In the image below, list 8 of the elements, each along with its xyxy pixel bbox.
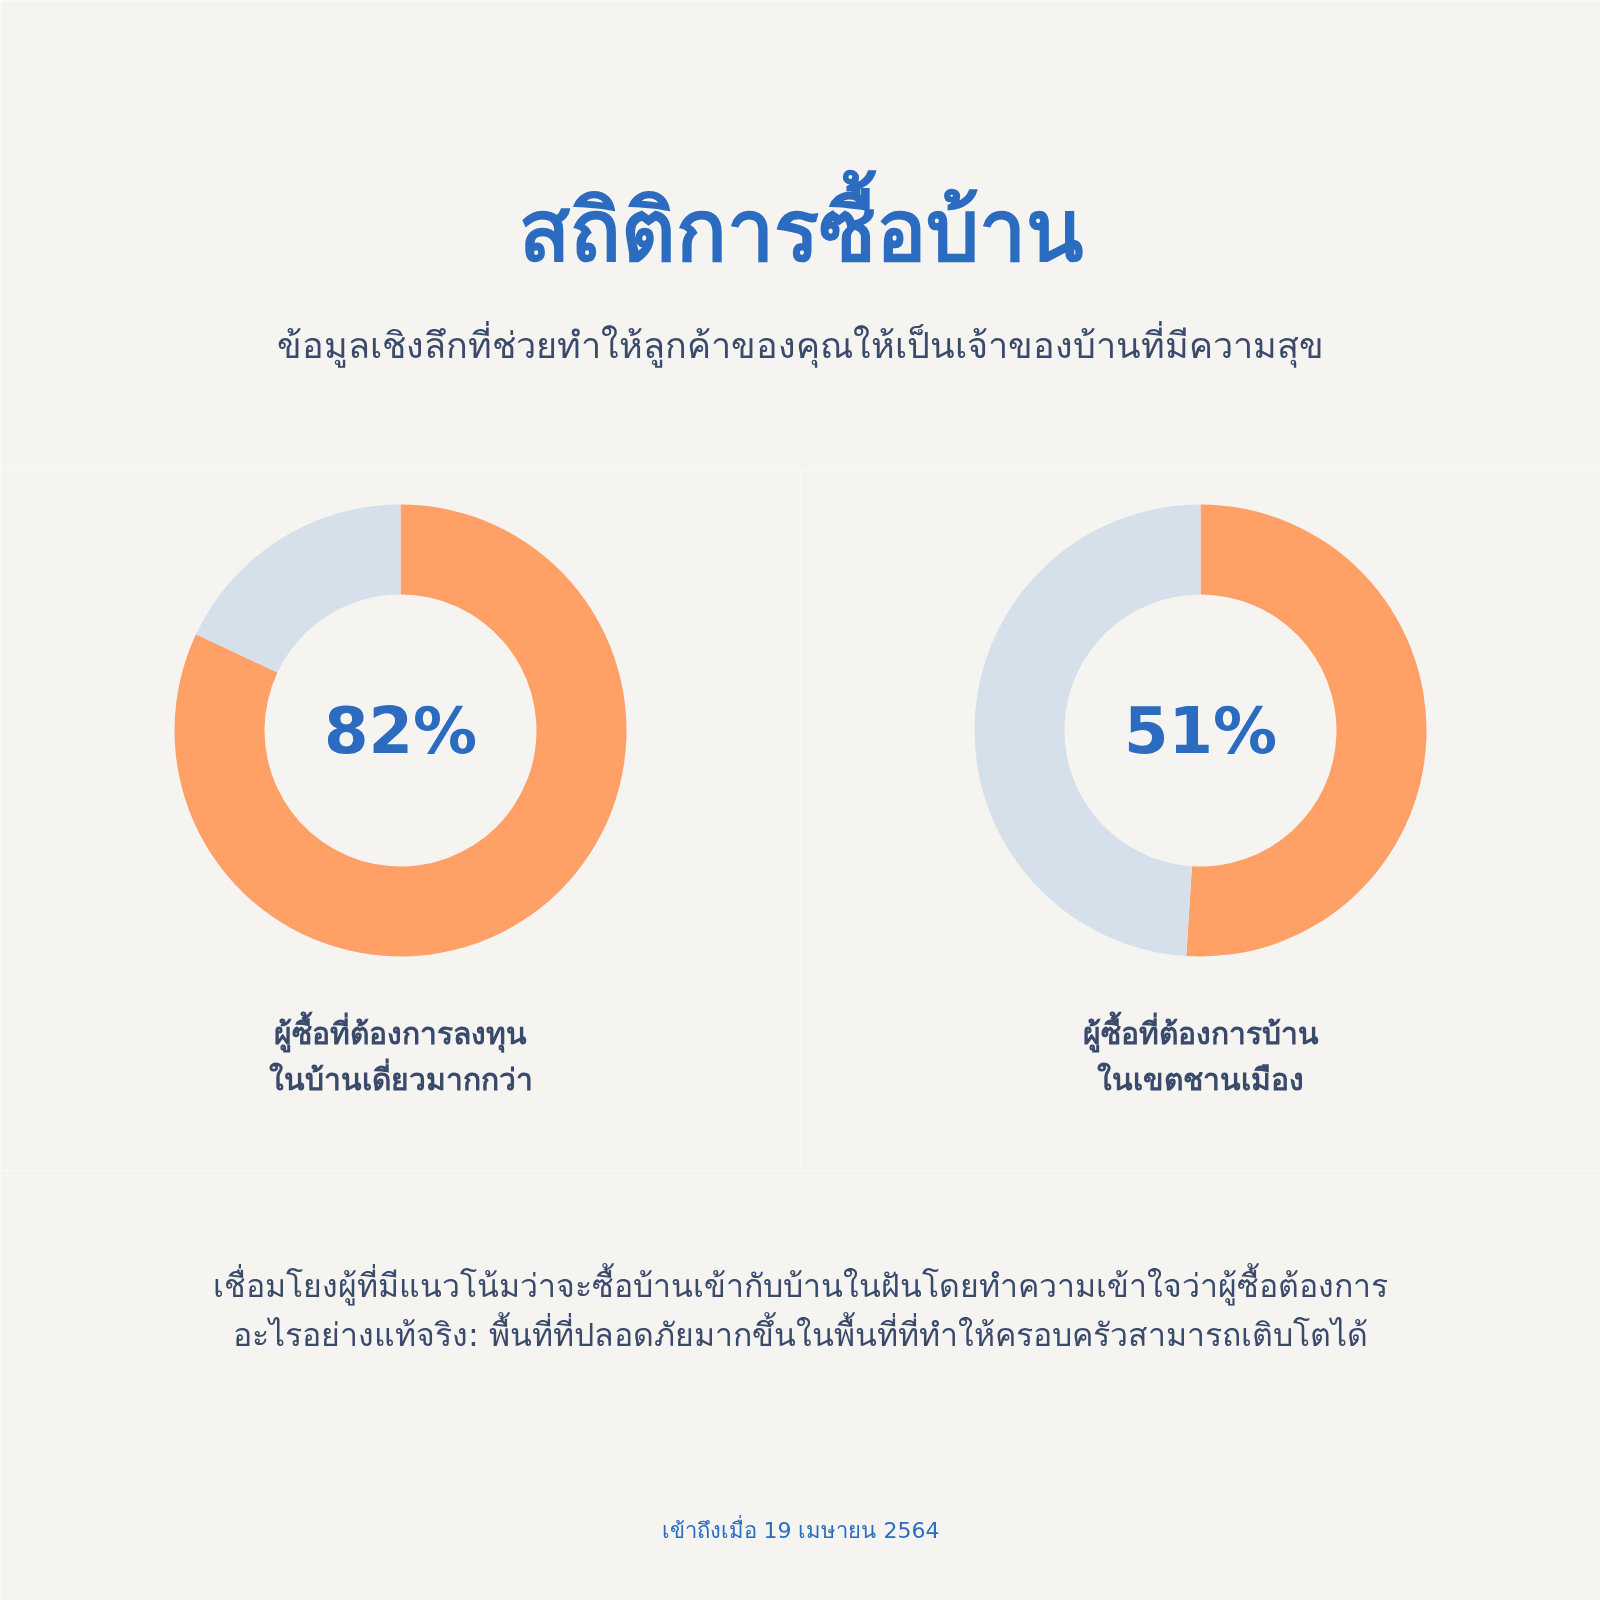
text: ข้อมูลเชิงลึกที่ช่วยทำให้ลูกค้าของคุณให้เป็นเจ้าของบ้านที่มีความสุข	[277, 321, 1324, 368]
text: 82%	[323, 693, 478, 768]
text: 51%	[1123, 693, 1278, 768]
text: เชื่อมโยงผู้ที่มีแนวโน้มว่าจะซื้อบ้านเข้ากับบ้านในฝันโดยทำความเข้าใจว่าผู้ซื้อต้องการ อะไรอย่างแท้จริง: พื้นที่ที่ปลอดภัยมากขึ้นในพื้นที่ที่ทำให้ครอบครัวสามารถเติบโตได้	[213, 1262, 1388, 1355]
text: ผู้ซื้อที่ต้องการบ้าน ในเขตชานเมือง	[1082, 1011, 1319, 1097]
text: ผู้ซื้อที่ต้องการลงทุน ในบ้านเดี่ยวมากกว่า	[268, 1011, 533, 1097]
text: สถิติการซื้อบ้าน	[518, 168, 1083, 280]
text: เข้าถึงเมื่อ 19 เมษายน 2564	[661, 1515, 940, 1543]
